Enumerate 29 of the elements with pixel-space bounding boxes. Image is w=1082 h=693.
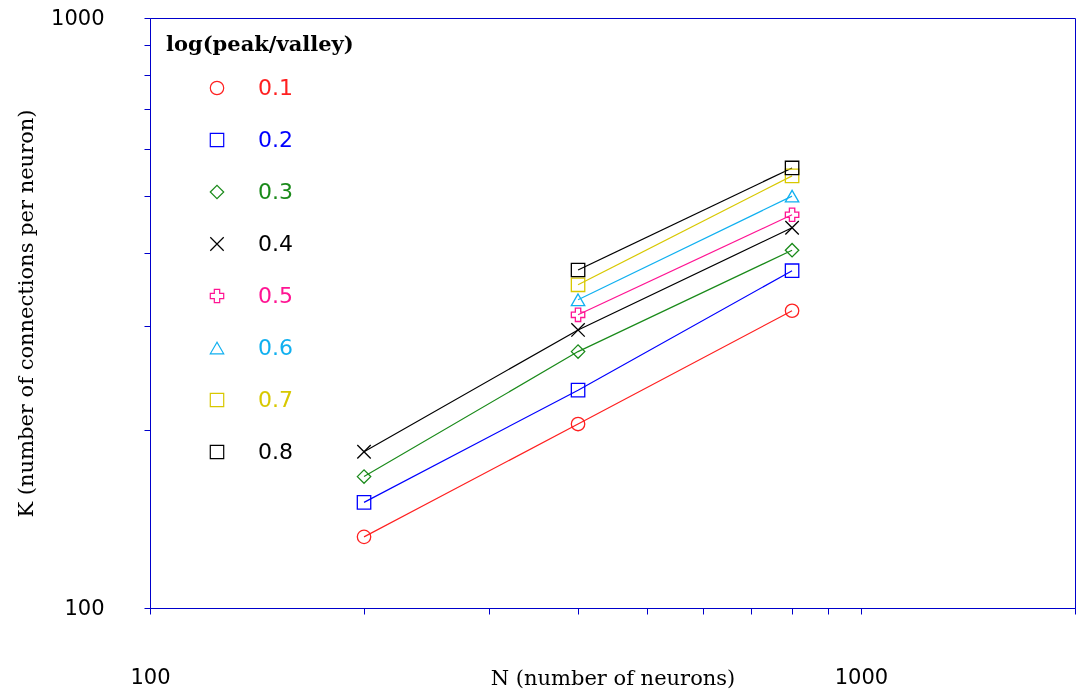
y-axis-title: K (number of connections per neuron)	[14, 109, 39, 518]
legend-label: 0.5	[258, 283, 293, 308]
legend-label: 0.7	[258, 387, 293, 412]
x-axis-title: N (number of neurons)	[490, 665, 736, 690]
point	[570, 344, 586, 359]
point	[356, 444, 372, 460]
legend-label: 0.8	[258, 439, 293, 464]
legend-label: 0.3	[258, 179, 293, 204]
point	[356, 469, 372, 484]
point	[570, 322, 586, 338]
point	[570, 382, 586, 398]
point	[784, 242, 800, 258]
point	[784, 168, 800, 184]
point	[784, 303, 800, 319]
point	[784, 220, 800, 236]
point	[570, 277, 586, 293]
point	[570, 307, 586, 323]
point	[784, 160, 800, 176]
point	[356, 529, 372, 545]
point	[784, 263, 800, 279]
legend-title: log(peak/valley)	[166, 31, 354, 56]
legend-label: 0.4	[258, 231, 293, 256]
point	[570, 416, 586, 432]
point	[570, 262, 586, 278]
point	[356, 495, 372, 510]
legend-label: 0.1	[258, 75, 293, 100]
point	[784, 207, 800, 223]
legend-label: 0.6	[258, 335, 293, 360]
legend-label: 0.2	[258, 127, 293, 152]
